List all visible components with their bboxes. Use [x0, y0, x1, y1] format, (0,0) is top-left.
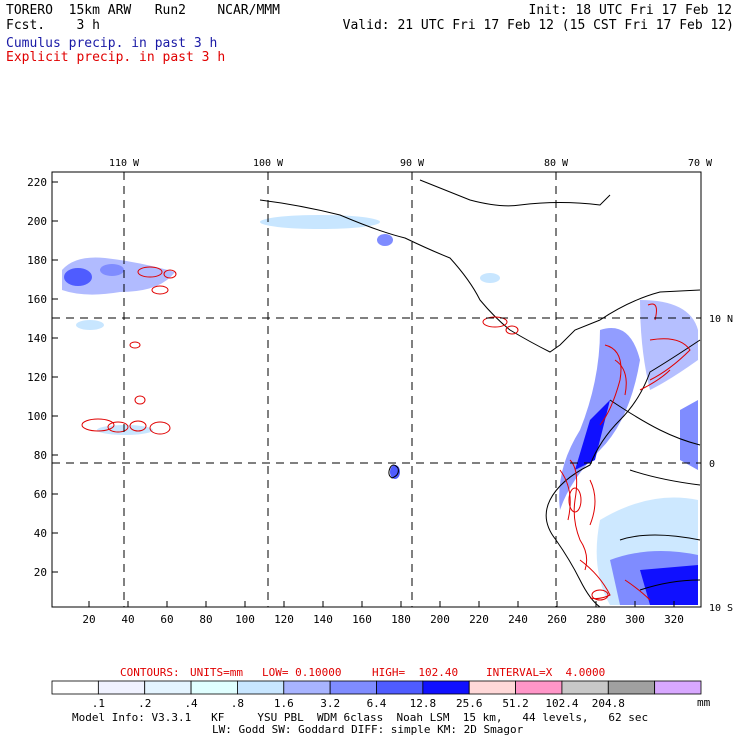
colorbar-label: 51.2 — [502, 697, 529, 710]
contours-label: CONTOURS: — [120, 666, 180, 679]
colorbar-swatch — [97, 680, 146, 695]
x-tick-label: 140 — [313, 613, 333, 626]
map-frame — [51, 171, 702, 608]
colorbar-unit: mm — [697, 696, 711, 709]
colorbar-swatch — [607, 680, 656, 695]
x-tick-label: 100 — [235, 613, 255, 626]
init-time: Init: 18 UTC Fri 17 Feb 12 — [528, 3, 733, 18]
x-tick-label: 80 — [199, 613, 212, 626]
y-tick-label: 40 — [34, 527, 47, 540]
lat-label: 10 S — [709, 603, 733, 614]
colorbar-swatch — [51, 680, 99, 695]
contours-units: UNITS=mm — [190, 666, 243, 679]
x-tick-label: 200 — [430, 613, 450, 626]
x-tick-label: 300 — [625, 613, 645, 626]
colorbar-swatch — [515, 680, 563, 695]
y-tick-label: 220 — [27, 176, 47, 189]
model-info: Model Info: V3.3.1 KF YSU PBL WDM 6class… — [72, 711, 649, 724]
colorbar-label: 25.6 — [455, 697, 483, 710]
lon-label: 110 W — [109, 158, 140, 169]
y-tick-label: 140 — [27, 332, 47, 345]
y-tick-label: 80 — [34, 449, 47, 462]
contours-low: LOW= 0.10000 — [262, 666, 342, 679]
y-tick-label: 180 — [27, 254, 47, 267]
x-tick-label: 20 — [82, 613, 95, 626]
colorbar-label: 12.8 — [409, 697, 437, 710]
contours-high: HIGH= 102.40 — [372, 666, 459, 679]
colorbar-swatch — [468, 680, 516, 695]
y-tick-label: 160 — [27, 293, 47, 306]
x-tick-label: 220 — [469, 613, 489, 626]
cumulus-precip — [62, 215, 698, 605]
x-tick-label: 240 — [508, 613, 528, 626]
y-tick-label: 120 — [27, 371, 47, 384]
colorbar-label: .2 — [138, 697, 152, 710]
colorbar-label: .8 — [230, 697, 245, 710]
coastlines — [259, 179, 701, 608]
lon-label: 90 W — [400, 158, 425, 169]
x-tick-label: 280 — [586, 613, 606, 626]
lat-label: 10 N — [709, 314, 733, 325]
contours-interval: INTERVAL=X 4.0000 — [486, 666, 606, 679]
x-tick-label: 260 — [547, 613, 567, 626]
colorbar-label: 6.4 — [366, 697, 387, 710]
colorbar-swatch — [329, 680, 377, 695]
y-tick-labels: 220 200 180 160 140 120 100 80 60 40 20 — [27, 176, 47, 579]
colorbar-label: .4 — [184, 697, 198, 710]
x-tick-label: 120 — [274, 613, 294, 626]
lat-label: 0 — [709, 459, 715, 470]
colorbar — [51, 680, 702, 695]
colorbar-label: 3.2 — [320, 697, 341, 710]
colorbar-label: .1 — [91, 697, 105, 710]
colorbar-swatch — [422, 680, 470, 695]
run-title: TORERO 15km ARW Run2 NCAR/MMM — [6, 3, 280, 18]
physics-info: LW: Godd SW: Goddard DIFF: simple KM: 2D… — [212, 723, 524, 736]
legend-explicit: Explicit precip. in past 3 h — [6, 50, 226, 65]
valid-time: Valid: 21 UTC Fri 17 Feb 12 (15 CST Fri … — [342, 18, 734, 33]
colorbar-swatch — [283, 680, 331, 695]
x-tick-label: 160 — [352, 613, 372, 626]
colorbar-swatch — [376, 680, 424, 695]
y-tick-label: 200 — [27, 215, 47, 228]
colorbar-label: 102.4 — [545, 697, 579, 710]
forecast-hour: Fcst. 3 h — [6, 18, 100, 33]
x-tick-labels: 20 40 60 80 100 120 140 160 180 200 220 … — [82, 613, 684, 626]
explicit-contours — [81, 266, 691, 601]
lon-label: 70 W — [688, 158, 713, 169]
lon-label: 80 W — [544, 158, 569, 169]
colorbar-swatch — [144, 680, 192, 695]
x-tick-label: 320 — [664, 613, 684, 626]
y-tick-label: 60 — [34, 488, 47, 501]
lat-labels: 10 N 0 10 S — [709, 314, 733, 614]
y-tick-label: 20 — [34, 566, 47, 579]
x-tick-label: 40 — [121, 613, 134, 626]
colorbar-label: 1.6 — [273, 697, 294, 710]
colorbar-label: 204.8 — [591, 697, 625, 710]
colorbar-swatch — [237, 680, 285, 695]
x-tick-label: 60 — [160, 613, 173, 626]
axis-ticks — [52, 181, 675, 607]
latlon-grid — [52, 172, 701, 607]
colorbar-swatch — [561, 680, 609, 695]
legend-cumulus: Cumulus precip. in past 3 h — [6, 36, 218, 51]
y-tick-label: 100 — [27, 410, 47, 423]
x-tick-label: 180 — [391, 613, 411, 626]
lon-labels: 110 W 100 W 90 W 80 W 70 W — [109, 158, 713, 169]
colorbar-swatch — [654, 680, 702, 695]
colorbar-swatch — [190, 680, 238, 695]
lon-label: 100 W — [253, 158, 284, 169]
